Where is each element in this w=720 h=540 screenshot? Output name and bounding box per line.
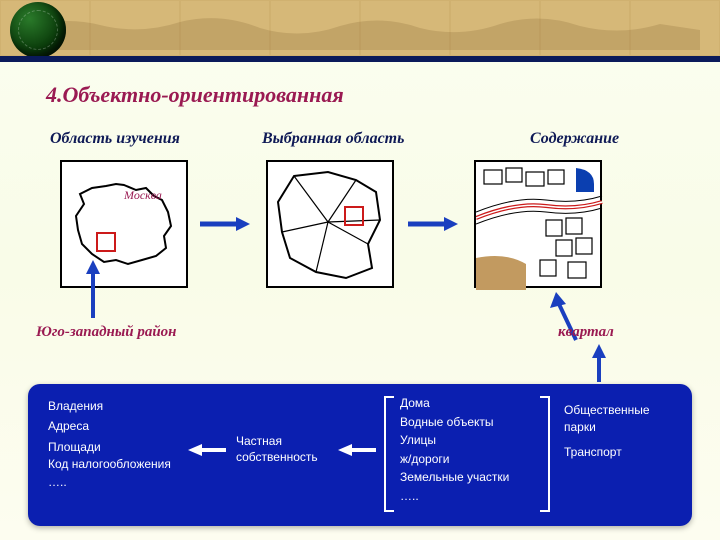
arrow-up-sw-icon	[78, 256, 108, 320]
arrow-left-1-icon	[186, 442, 228, 458]
col1-item: …..	[48, 472, 178, 492]
bracket-left-icon	[384, 396, 394, 512]
col3-item: Общественные парки	[564, 402, 684, 436]
col1-item: Адреса	[48, 416, 178, 436]
label-southwest: Юго-западный район	[36, 324, 177, 341]
globe-icon	[10, 2, 66, 58]
col-3: Общественные парки Транспорт	[564, 402, 684, 460]
arrow-up-panel-icon	[584, 342, 614, 384]
col2-item: Дома	[400, 394, 540, 413]
head-study-area: Область изучения	[50, 130, 180, 148]
col2-item: ж/дороги	[400, 450, 540, 469]
red-selector-2	[344, 206, 364, 226]
col1-item: Владения	[48, 396, 178, 416]
col2-item: Улицы	[400, 431, 540, 450]
panel-selected-area	[266, 160, 394, 288]
arrow-left-2-icon	[336, 442, 378, 458]
head-selected-area: Выбранная область	[262, 130, 404, 148]
col2-item: Земельные участки	[400, 468, 540, 487]
top-banner	[0, 0, 720, 56]
col2-item: …..	[400, 487, 540, 506]
red-selector-1	[96, 232, 116, 252]
detail-panel: Владения Адреса Площади Код налогообложе…	[28, 384, 692, 526]
col-2: Дома Водные объекты Улицы ж/дороги Земел…	[400, 394, 540, 506]
label-block: квартал	[558, 324, 614, 341]
district-outline-icon	[268, 162, 396, 290]
col-1: Владения Адреса Площади Код налогообложе…	[48, 396, 178, 493]
moscow-label: Москва	[124, 188, 162, 203]
col1-item: Площади	[48, 437, 178, 457]
banner-underline	[0, 56, 720, 62]
block-map-icon	[476, 162, 604, 290]
col3-item: Транспорт	[564, 444, 684, 461]
arrow-right-2-icon	[406, 215, 460, 233]
head-content: Содержание	[530, 130, 619, 148]
col1-item: Код налогообложения	[48, 457, 178, 472]
page-title: 4.Объектно-ориентированная	[46, 82, 344, 108]
mid-label: Частная собственность	[236, 434, 336, 465]
panel-content	[474, 160, 602, 288]
col2-item: Водные объекты	[400, 413, 540, 432]
bracket-right-icon	[540, 396, 550, 512]
arrow-right-1-icon	[198, 215, 252, 233]
